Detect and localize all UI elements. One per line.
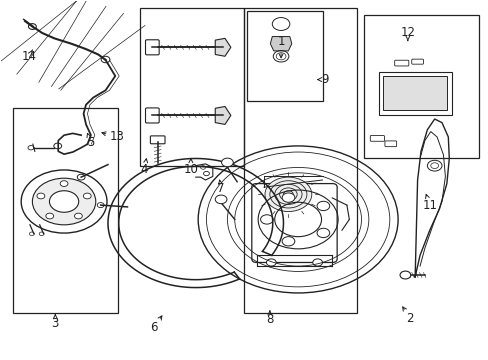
Text: 5: 5: [87, 136, 94, 149]
Text: 7: 7: [217, 183, 224, 195]
Circle shape: [32, 178, 96, 225]
Circle shape: [97, 203, 104, 208]
Circle shape: [39, 232, 44, 235]
Text: 4: 4: [141, 163, 148, 176]
Text: 9: 9: [321, 73, 328, 86]
Bar: [246, 12, 322, 101]
Circle shape: [264, 177, 311, 212]
Circle shape: [260, 215, 273, 224]
FancyBboxPatch shape: [384, 141, 396, 147]
FancyBboxPatch shape: [251, 184, 336, 262]
Circle shape: [28, 24, 36, 30]
Circle shape: [49, 191, 79, 212]
Text: 10: 10: [183, 163, 198, 176]
Circle shape: [312, 259, 322, 266]
Bar: [378, 72, 451, 116]
Text: 1: 1: [277, 35, 284, 49]
Circle shape: [21, 170, 107, 233]
Circle shape: [282, 237, 294, 246]
FancyBboxPatch shape: [150, 136, 164, 144]
Circle shape: [74, 213, 82, 219]
Circle shape: [101, 56, 110, 63]
Bar: [13, 108, 118, 313]
Circle shape: [266, 259, 276, 266]
Polygon shape: [270, 37, 291, 51]
Text: 2: 2: [406, 311, 413, 325]
FancyBboxPatch shape: [394, 60, 408, 66]
Bar: [244, 8, 356, 313]
Text: 11: 11: [422, 199, 436, 212]
FancyBboxPatch shape: [369, 135, 384, 141]
FancyBboxPatch shape: [145, 108, 159, 123]
Circle shape: [83, 193, 91, 199]
Text: 3: 3: [52, 317, 59, 330]
Circle shape: [37, 193, 45, 199]
Circle shape: [427, 160, 441, 171]
Polygon shape: [215, 39, 230, 56]
Circle shape: [215, 195, 226, 204]
Circle shape: [272, 18, 289, 31]
Circle shape: [60, 181, 68, 186]
Circle shape: [28, 145, 34, 150]
Bar: [363, 15, 478, 158]
Circle shape: [316, 228, 329, 238]
Circle shape: [282, 193, 294, 202]
Text: 12: 12: [400, 27, 414, 40]
Text: 14: 14: [21, 50, 37, 63]
Circle shape: [77, 174, 85, 180]
Polygon shape: [215, 107, 230, 125]
Circle shape: [46, 213, 54, 219]
Bar: [140, 8, 244, 166]
Circle shape: [316, 201, 329, 211]
Circle shape: [221, 158, 233, 167]
Circle shape: [399, 271, 410, 279]
Circle shape: [29, 232, 34, 235]
Text: 13: 13: [109, 130, 124, 144]
FancyBboxPatch shape: [411, 59, 423, 64]
Bar: [383, 76, 446, 110]
Circle shape: [54, 143, 61, 149]
Text: 8: 8: [265, 313, 273, 327]
Text: 6: 6: [150, 320, 158, 333]
FancyBboxPatch shape: [145, 40, 159, 55]
